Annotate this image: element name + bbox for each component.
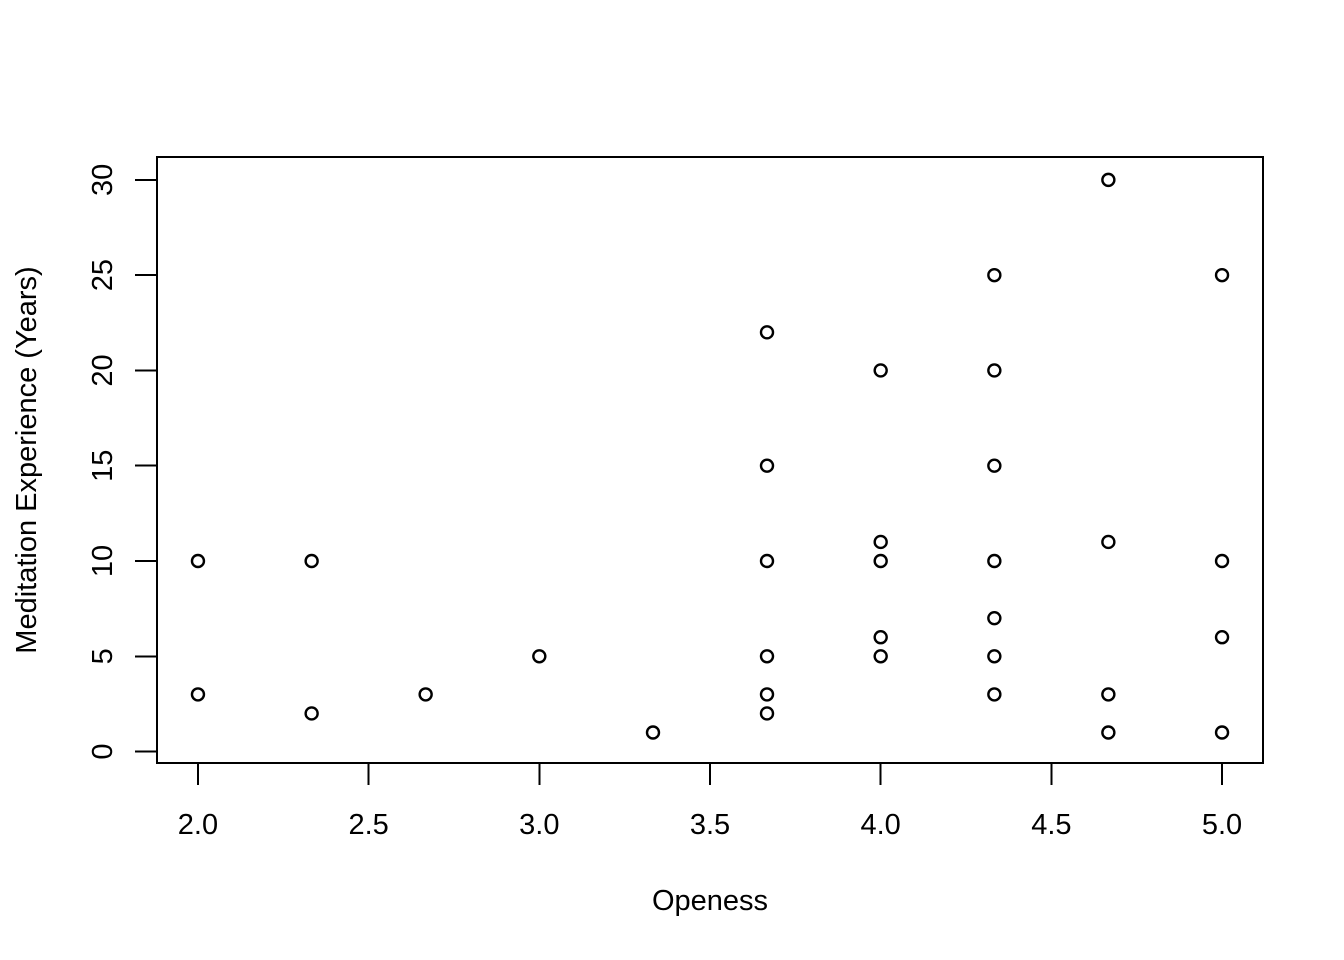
data-point <box>532 649 547 664</box>
data-point <box>873 534 888 550</box>
data-point <box>1214 267 1230 283</box>
data-point <box>304 706 319 721</box>
data-point <box>873 649 888 664</box>
data-point <box>759 458 775 473</box>
x-tick-group: 2.0 2.5 3.0 3.5 4.0 4.5 5.0 <box>178 763 1242 841</box>
data-point <box>987 687 1002 702</box>
x-tick-label: 2.5 <box>348 809 388 841</box>
data-point <box>759 706 775 721</box>
data-point <box>759 649 775 664</box>
data-point <box>190 553 206 569</box>
y-tick-group: 0 5 10 15 20 25 30 <box>87 164 157 760</box>
data-point <box>987 363 1002 378</box>
data-point <box>418 687 433 702</box>
data-point <box>987 610 1002 626</box>
data-point <box>1101 687 1116 702</box>
data-point <box>1101 725 1116 740</box>
data-point <box>190 687 206 702</box>
y-tick-label: 0 <box>87 743 119 759</box>
y-tick-label: 10 <box>87 545 119 577</box>
data-point <box>1101 172 1116 188</box>
x-tick-label: 3.5 <box>690 809 730 841</box>
data-point <box>987 649 1002 664</box>
x-tick-label: 2.0 <box>178 809 218 841</box>
data-point <box>873 630 888 645</box>
data-point <box>759 553 775 569</box>
x-axis-title: Openess <box>652 885 768 917</box>
x-tick-label: 3.0 <box>519 809 559 841</box>
data-point <box>1214 630 1230 645</box>
data-point <box>987 267 1002 283</box>
data-point <box>1101 534 1116 550</box>
data-point <box>1214 553 1230 569</box>
data-points <box>190 172 1230 740</box>
y-tick-label: 15 <box>87 450 119 482</box>
x-tick-label: 4.5 <box>1031 809 1071 841</box>
plot-border <box>156 156 1264 764</box>
data-point <box>987 553 1002 569</box>
x-tick-label: 4.0 <box>861 809 901 841</box>
data-point <box>987 458 1002 473</box>
data-point <box>645 725 661 740</box>
data-point <box>759 687 775 702</box>
y-axis: 0 5 10 15 20 25 30 Meditation Experience (Year… <box>11 164 158 760</box>
data-point <box>304 553 319 569</box>
y-tick-label: 20 <box>87 354 119 386</box>
x-tick-label: 5.0 <box>1202 809 1242 841</box>
y-axis-title: Meditation Experience (Years) <box>11 266 43 653</box>
y-tick-label: 5 <box>87 648 119 664</box>
x-axis: 2.0 2.5 3.0 3.5 4.0 4.5 5.0 Openess <box>178 762 1242 917</box>
data-point <box>873 553 888 569</box>
data-point <box>759 325 775 340</box>
data-point <box>873 363 888 378</box>
data-point <box>1214 725 1230 740</box>
y-tick-label: 30 <box>87 164 119 196</box>
y-tick-label: 25 <box>87 259 119 291</box>
